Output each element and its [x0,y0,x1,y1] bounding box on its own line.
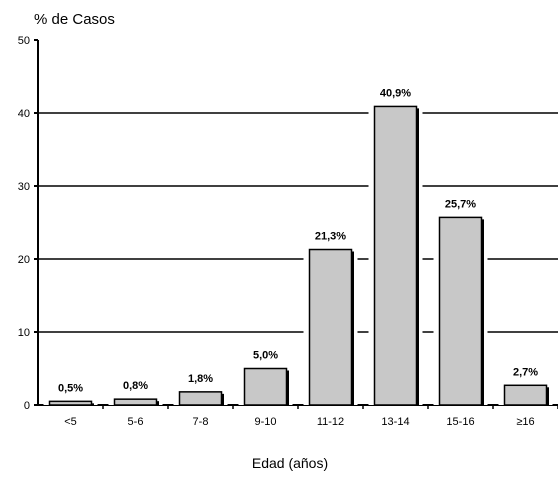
x-tick-label: 11-12 [317,416,344,428]
bar [113,398,158,406]
x-tick-label: 7-8 [193,416,209,428]
x-tick-label: ≥16 [516,416,534,428]
label-layer: 0,5% <5 0,8% 5-6 1,8% 7-8 5,0% 9-10 21,3% 11-12 40… [58,87,538,428]
data-label: 2,7% [513,366,538,378]
data-label: 1,8% [188,373,213,385]
bar [48,400,93,406]
y-tick-label: 50 [18,35,30,47]
bar [308,248,353,406]
data-label: 25,7% [445,198,476,210]
x-tick-label: <5 [64,416,77,428]
y-tick-label: 20 [18,254,30,266]
data-label: 0,8% [123,380,148,392]
data-label: 21,3% [315,231,346,243]
bar [438,216,483,406]
y-tick-label: 0 [24,400,30,412]
y-tick-label: 40 [18,108,30,120]
data-label: 5,0% [253,350,278,362]
x-tick-label: 9-10 [254,416,276,428]
y-axis-title: % de Casos [34,11,115,28]
bar [503,384,548,406]
x-tick-label: 13-14 [381,416,409,428]
data-label: 40,9% [380,87,411,99]
data-label: 0,5% [58,382,83,394]
bar-layer [43,104,553,406]
x-tick-label: 5-6 [128,416,144,428]
x-tick-label: 15-16 [446,416,474,428]
x-axis-title: Edad (años) [252,455,328,471]
bar [178,391,223,406]
y-tick-label: 30 [18,181,30,193]
bar [243,367,288,406]
bar [373,105,418,406]
y-tick-label: 10 [18,327,30,339]
